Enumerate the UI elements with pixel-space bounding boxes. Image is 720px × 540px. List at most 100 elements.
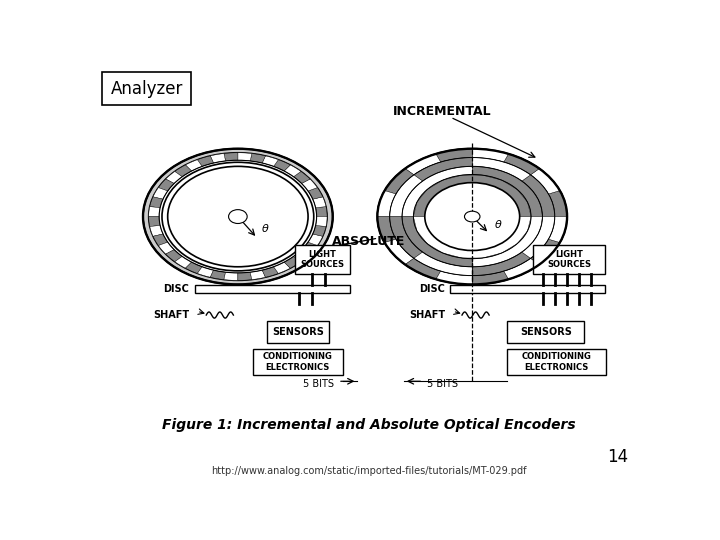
Bar (534, 245, 605, 274)
Polygon shape (522, 217, 554, 258)
Polygon shape (377, 217, 396, 242)
Polygon shape (472, 271, 508, 285)
Polygon shape (390, 175, 423, 217)
Polygon shape (158, 242, 174, 254)
Polygon shape (315, 217, 327, 227)
Polygon shape (472, 252, 531, 275)
Bar (253, 349, 343, 375)
Text: INCREMENTAL: INCREMENTAL (393, 105, 492, 118)
Polygon shape (197, 267, 214, 277)
Polygon shape (262, 267, 279, 277)
Polygon shape (150, 225, 163, 237)
Text: 5 BITS: 5 BITS (427, 379, 458, 389)
Polygon shape (284, 165, 301, 177)
Polygon shape (549, 217, 567, 242)
Text: $\theta$: $\theta$ (261, 222, 270, 234)
Text: $\theta$: $\theta$ (494, 218, 503, 230)
Text: SHAFT: SHAFT (409, 310, 445, 320)
Text: http://www.analog.com/static/imported-files/tutorials/MT-029.pdf: http://www.analog.com/static/imported-fi… (211, 465, 527, 476)
Text: CONDITIONING
ELECTRONICS: CONDITIONING ELECTRONICS (263, 352, 333, 372)
Polygon shape (472, 158, 531, 181)
Text: CONDITIONING
ELECTRONICS: CONDITIONING ELECTRONICS (521, 352, 592, 372)
Polygon shape (175, 165, 192, 177)
FancyBboxPatch shape (102, 72, 191, 105)
Text: LIGHT
SOURCES: LIGHT SOURCES (547, 250, 591, 269)
Polygon shape (210, 153, 225, 163)
Text: SHAFT: SHAFT (153, 310, 189, 320)
Ellipse shape (168, 166, 308, 267)
Polygon shape (150, 197, 163, 208)
Polygon shape (472, 166, 542, 217)
Text: 14: 14 (608, 449, 629, 467)
Bar (507, 321, 585, 343)
Text: LIGHT
SOURCES: LIGHT SOURCES (300, 250, 344, 269)
Polygon shape (384, 239, 414, 265)
Polygon shape (413, 217, 531, 258)
Polygon shape (224, 153, 238, 161)
Text: SENSORS: SENSORS (520, 327, 572, 337)
Bar (507, 349, 606, 375)
Polygon shape (224, 272, 238, 280)
Polygon shape (153, 187, 168, 199)
Polygon shape (414, 158, 472, 181)
Text: Analyzer: Analyzer (110, 80, 183, 98)
Bar (194, 285, 350, 293)
Polygon shape (308, 187, 323, 199)
Ellipse shape (464, 211, 480, 222)
Polygon shape (186, 160, 202, 171)
Polygon shape (262, 156, 279, 166)
Text: SENSORS: SENSORS (271, 327, 323, 337)
Polygon shape (312, 197, 326, 208)
Polygon shape (274, 160, 290, 171)
Polygon shape (436, 148, 472, 162)
Ellipse shape (425, 183, 520, 251)
Text: 5 BITS: 5 BITS (303, 379, 334, 389)
Polygon shape (302, 179, 318, 191)
Text: DISC: DISC (163, 284, 189, 294)
Polygon shape (238, 272, 252, 280)
Polygon shape (402, 217, 472, 267)
Polygon shape (504, 258, 539, 279)
Polygon shape (302, 242, 318, 254)
Polygon shape (531, 168, 560, 194)
Polygon shape (250, 270, 266, 280)
Polygon shape (312, 225, 326, 237)
Text: Figure 1: Incremental and Absolute Optical Encoders: Figure 1: Incremental and Absolute Optic… (162, 418, 576, 432)
Polygon shape (175, 256, 192, 268)
Polygon shape (402, 166, 472, 217)
Polygon shape (238, 153, 252, 161)
Bar (451, 285, 606, 293)
Polygon shape (522, 175, 554, 217)
Polygon shape (531, 239, 560, 265)
Polygon shape (405, 154, 441, 175)
Polygon shape (284, 256, 301, 268)
Polygon shape (186, 262, 202, 273)
Polygon shape (315, 207, 327, 217)
Polygon shape (149, 207, 160, 217)
Bar (295, 245, 350, 274)
Polygon shape (472, 148, 508, 162)
Polygon shape (250, 153, 266, 163)
Ellipse shape (162, 163, 314, 271)
Polygon shape (166, 249, 182, 262)
Text: ABSOLUTE: ABSOLUTE (333, 235, 405, 248)
Polygon shape (377, 191, 396, 217)
Polygon shape (294, 249, 310, 262)
Polygon shape (549, 191, 567, 217)
Polygon shape (384, 168, 414, 194)
Polygon shape (274, 262, 290, 273)
Polygon shape (436, 271, 472, 285)
Polygon shape (158, 179, 174, 191)
Polygon shape (210, 270, 225, 280)
Polygon shape (472, 217, 542, 267)
Polygon shape (149, 217, 160, 227)
Ellipse shape (143, 148, 333, 285)
Polygon shape (405, 258, 441, 279)
Text: DISC: DISC (419, 284, 445, 294)
Ellipse shape (149, 153, 327, 280)
Polygon shape (390, 217, 423, 258)
Ellipse shape (377, 148, 567, 285)
Polygon shape (414, 252, 472, 275)
Bar (266, 321, 329, 343)
Polygon shape (153, 234, 168, 246)
